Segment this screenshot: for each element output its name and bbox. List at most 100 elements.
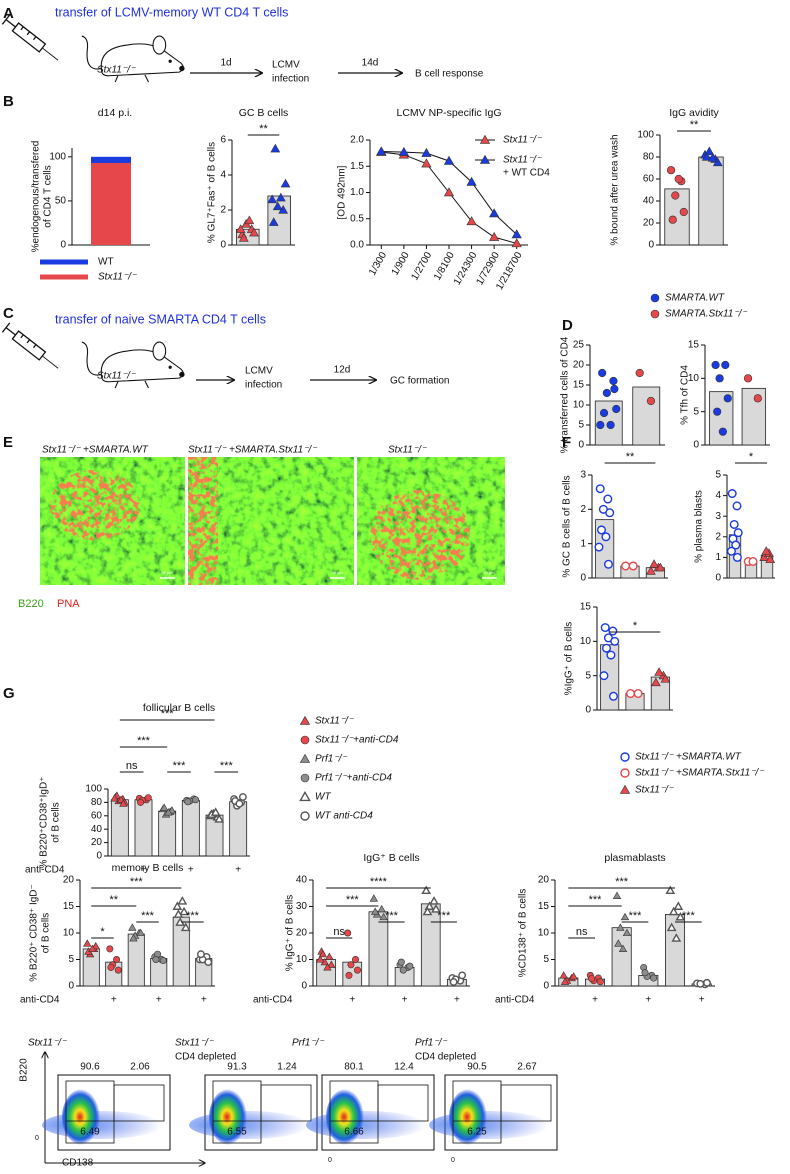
- significance-label: **: [690, 119, 699, 131]
- data-point: [712, 157, 723, 167]
- legend-marker: [300, 811, 310, 821]
- data-point: [608, 691, 618, 701]
- data-point: [429, 896, 439, 905]
- y-tick-label: 40: [91, 824, 103, 835]
- scale-label: 50 μm: [483, 570, 495, 575]
- arrow-label: 1d: [220, 58, 231, 69]
- data-point: [633, 689, 643, 699]
- y-tick-label: 4: [715, 490, 721, 501]
- gate-value: 91.3: [227, 1062, 247, 1073]
- legend-label: Prf1⁻/⁻+anti-CD4: [315, 773, 392, 784]
- bar: [267, 195, 291, 246]
- data-point: [608, 626, 618, 636]
- row-label: anti-CD4: [253, 995, 293, 1006]
- flow-gate: [113, 1084, 165, 1122]
- data-point: [180, 922, 191, 932]
- row-mark: +: [111, 995, 117, 1006]
- data-point: [621, 561, 631, 571]
- gate-value: 12.4: [394, 1062, 414, 1073]
- flow-gate: [500, 1084, 552, 1122]
- series-line: [381, 151, 517, 244]
- data-point: [569, 972, 578, 980]
- y-axis-label: [OD 492nm]: [337, 165, 348, 219]
- gate-value: 90.5: [467, 1062, 487, 1073]
- data-point: [654, 667, 664, 676]
- y-tick-label: 15: [573, 380, 585, 391]
- data-point: [732, 552, 742, 562]
- data-point: [600, 623, 610, 633]
- data-point: [650, 974, 658, 982]
- y-tick-label: 60: [91, 810, 103, 821]
- significance-label: ***: [437, 910, 451, 922]
- bar: [665, 914, 686, 987]
- data-point: [421, 147, 432, 157]
- data-point: [377, 904, 386, 913]
- flow-zero: 0: [451, 1157, 455, 1164]
- row-label: anti-CD4: [25, 865, 65, 876]
- micrograph-title: Stx11⁻/⁻: [388, 445, 427, 456]
- legend-marker: [620, 752, 630, 762]
- data-point: [114, 966, 122, 974]
- bar: [229, 801, 248, 857]
- flow-density: [449, 1089, 489, 1145]
- legend-label: Prf1⁻/⁻: [315, 754, 347, 765]
- data-point: [666, 922, 677, 932]
- syringe: [1, 14, 63, 66]
- y-tick-label: 0: [715, 573, 721, 584]
- chart-title: IgG⁺ B cells: [363, 852, 419, 864]
- data-point: [235, 224, 246, 233]
- legend-marker: [299, 715, 311, 725]
- y-tick-label: 5: [543, 954, 549, 965]
- data-point: [597, 525, 607, 535]
- legend-marker: [300, 773, 310, 783]
- legend-label: Stx11⁻/⁻+anti-CD4: [315, 735, 399, 746]
- y-tick-label: 40: [643, 196, 655, 207]
- significance-label: ***: [220, 760, 234, 772]
- data-point: [268, 217, 279, 226]
- data-point: [164, 808, 173, 816]
- step: GC formation: [390, 376, 449, 387]
- data-point: [197, 950, 205, 959]
- bar: [158, 810, 177, 857]
- data-point: [406, 962, 414, 970]
- data-point: [612, 404, 621, 414]
- data-point: [379, 912, 388, 921]
- y-tick-label: 100: [49, 151, 66, 162]
- data-point: [610, 636, 620, 646]
- panel-label: C: [3, 305, 14, 322]
- data-point: [272, 201, 283, 211]
- step: infection: [272, 74, 309, 85]
- significance-label: ***: [629, 910, 643, 922]
- row-mark: +: [201, 995, 207, 1006]
- y-tick-label: 0: [60, 240, 66, 251]
- legend-label: SMARTA.WT: [665, 293, 725, 304]
- y-tick-label: 100: [85, 784, 102, 795]
- bar-segment: [91, 156, 131, 163]
- data-point: [671, 191, 680, 200]
- data-point: [137, 798, 145, 806]
- data-point: [718, 427, 727, 436]
- mouse-label: Stx11⁻/⁻: [97, 65, 136, 76]
- data-point: [753, 394, 762, 403]
- y-tick-label: 5: [585, 670, 591, 681]
- data-point: [602, 643, 612, 653]
- legend-marker: [299, 753, 311, 763]
- y-tick-label: 1: [580, 538, 586, 549]
- legend-label: Stx11⁻/⁻: [503, 155, 542, 166]
- legend-label: WT anti-CD4: [315, 811, 373, 822]
- row-mark: +: [156, 995, 162, 1006]
- row-mark: +: [645, 995, 651, 1006]
- data-point: [353, 966, 361, 974]
- micrograph: 50 μm: [357, 457, 505, 585]
- data-point: [210, 807, 221, 816]
- micrograph-title: Stx11⁻/⁻ +SMARTA.WT: [42, 445, 149, 456]
- data-point: [748, 557, 758, 567]
- y-tick-label: 0.5: [350, 213, 364, 224]
- gate-value: 2.06: [130, 1062, 150, 1073]
- syringe: [1, 322, 63, 374]
- data-point: [318, 949, 328, 958]
- y-tick-label: 20: [91, 837, 103, 848]
- arrow-label: 14d: [362, 58, 379, 69]
- legend-label: Stx11⁻/⁻: [635, 785, 674, 796]
- data-point: [765, 554, 776, 564]
